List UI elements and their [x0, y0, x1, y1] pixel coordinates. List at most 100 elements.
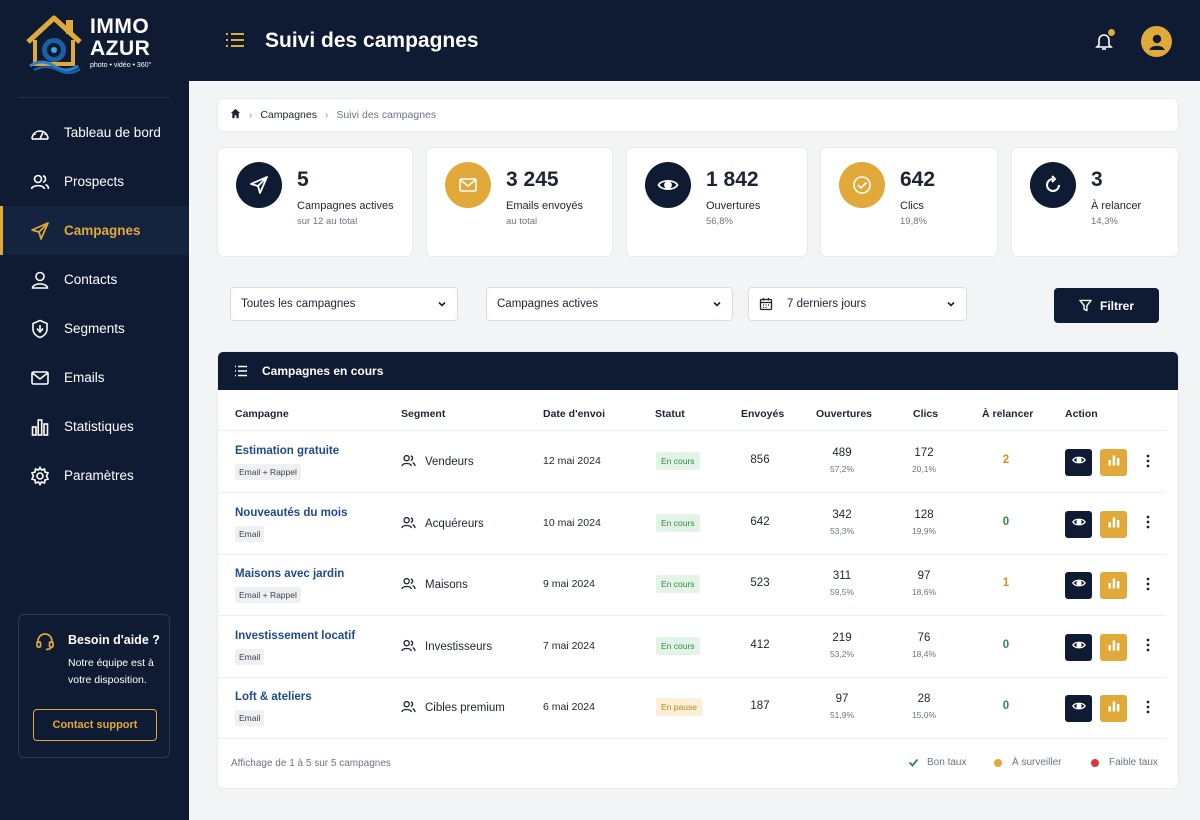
legend-dot	[1091, 758, 1099, 767]
segment-cell: Maisons	[401, 577, 468, 593]
campaign-type-tag: Email	[235, 525, 265, 542]
users-icon	[401, 577, 425, 593]
more-vertical-icon	[1146, 700, 1150, 719]
campaign-type-tag: Email + Rappel	[235, 587, 301, 603]
more-options-button[interactable]	[1141, 514, 1155, 536]
view-button[interactable]	[1065, 695, 1092, 722]
sidebar-nav: Tableau de bord Prospects Campagnes Cont…	[0, 108, 189, 500]
column-header-segment[interactable]: Segment	[401, 408, 446, 420]
legend-label: Bon taux	[927, 757, 967, 768]
relance-count: 2	[1002, 454, 1010, 466]
view-button[interactable]	[1065, 510, 1092, 538]
stat-label: À relancer	[1091, 200, 1142, 212]
campaign-name-link[interactable]: Maisons avec jardin	[235, 568, 345, 580]
sidebar-item-contacts[interactable]: Contacts	[0, 255, 189, 304]
opens-count: 311	[832, 570, 852, 582]
more-vertical-icon	[1146, 577, 1150, 596]
sidebar: IMMO AZUR photo • vidéo • 360° Tableau d…	[0, 0, 189, 820]
help-box: Besoin d'aide ? Notre équipe est à votre…	[18, 614, 170, 758]
pagination-info: Affichage de 1 à 5 sur 5 campagnes	[231, 758, 391, 769]
filter-button[interactable]: Filtrer	[1054, 288, 1159, 323]
sidebar-item-segments[interactable]: Segments	[0, 304, 189, 353]
column-header-campagne[interactable]: Campagne	[235, 408, 289, 420]
sent-count: 856	[750, 454, 770, 466]
clicks-cell: 172 20,1%	[894, 447, 954, 474]
avatar[interactable]	[1141, 26, 1172, 57]
sidebar-item-label: Campagnes	[64, 223, 141, 238]
users-icon	[401, 454, 425, 470]
menu-list-icon[interactable]	[225, 32, 245, 53]
breadcrumb: › Campagnes › Suivi des campagnes	[217, 98, 1179, 132]
home-icon[interactable]	[230, 108, 241, 122]
sidebar-item-label: Segments	[64, 321, 125, 336]
breadcrumb-item-campagnes[interactable]: Campagnes	[260, 109, 317, 121]
sidebar-item-dashboard[interactable]: Tableau de bord	[0, 108, 189, 157]
sidebar-item-prospects[interactable]: Prospects	[0, 157, 189, 206]
view-button[interactable]	[1065, 572, 1092, 599]
more-options-button[interactable]	[1141, 452, 1155, 474]
column-header-action: Action	[1065, 408, 1098, 420]
more-options-button[interactable]	[1141, 637, 1155, 659]
opens-count: 219	[832, 631, 852, 644]
more-vertical-icon	[1146, 454, 1150, 473]
chevron-down-icon	[713, 301, 721, 307]
sidebar-item-parametres[interactable]: Paramètres	[0, 451, 189, 500]
sidebar-item-campagnes[interactable]: Campagnes	[0, 206, 189, 255]
bar-chart-icon	[1107, 453, 1121, 472]
contact-support-button[interactable]: Contact support	[33, 709, 157, 741]
more-options-button[interactable]	[1141, 698, 1155, 720]
sent-count: 412	[750, 638, 770, 651]
segment-cell: Investisseurs	[401, 639, 492, 655]
column-header-clics[interactable]: Clics	[913, 408, 939, 420]
period-select[interactable]: 7 derniers jours	[748, 287, 967, 321]
legend-watch: À surveiller	[994, 757, 1061, 768]
relance-count: 0	[1002, 700, 1010, 712]
bar-chart-icon	[30, 417, 50, 437]
opens-cell: 489 57,2%	[812, 447, 872, 474]
column-header-relancer[interactable]: À relancer	[982, 408, 1034, 420]
clicks-cell: 128 19,9%	[894, 509, 954, 536]
campaign-name-link[interactable]: Estimation gratuite	[235, 445, 340, 457]
send-date: 12 mai 2024	[543, 455, 601, 467]
sidebar-item-emails[interactable]: Emails	[0, 353, 189, 402]
column-header-ouvertures[interactable]: Ouvertures	[816, 408, 873, 420]
status-select[interactable]: Campagnes actives	[486, 287, 733, 321]
brand-name-line2: AZUR	[90, 37, 151, 60]
users-icon	[401, 700, 425, 716]
campaign-select[interactable]: Toutes les campagnes	[230, 287, 458, 321]
stat-value: 3	[1091, 168, 1103, 191]
campaign-name-link[interactable]: Nouveautés du mois	[235, 506, 348, 519]
relance-count: 1	[1002, 577, 1010, 589]
campaign-name-link[interactable]: Investissement locatif	[235, 629, 356, 642]
legend-label: Faible taux	[1109, 757, 1158, 768]
stat-label: Clics	[900, 200, 924, 212]
more-options-button[interactable]	[1141, 575, 1155, 597]
column-header-statut[interactable]: Statut	[655, 408, 685, 420]
view-button[interactable]	[1065, 449, 1092, 476]
stats-button[interactable]	[1100, 695, 1127, 722]
view-button[interactable]	[1065, 633, 1092, 661]
bell-icon[interactable]	[1094, 31, 1114, 56]
legend-label: À surveiller	[1012, 757, 1062, 768]
send-date: 7 mai 2024	[543, 639, 595, 652]
relance-count: 0	[1002, 515, 1010, 528]
logo[interactable]: IMMO AZUR photo • vidéo • 360°	[24, 12, 174, 78]
stat-card-clicks: 642 Clics 19,8%	[820, 147, 998, 257]
column-header-date[interactable]: Date d'envoi	[543, 408, 606, 420]
send-icon	[30, 221, 50, 241]
sidebar-item-label: Tableau de bord	[64, 125, 161, 140]
column-header-envoyes[interactable]: Envoyés	[741, 408, 785, 420]
stats-button[interactable]	[1100, 572, 1127, 599]
check-circle-icon	[839, 162, 885, 208]
segment-label: Cibles premium	[425, 702, 505, 714]
stats-button[interactable]	[1100, 633, 1127, 661]
calendar-icon	[759, 298, 773, 311]
table-title-bar: Campagnes en cours	[218, 352, 1178, 390]
notification-dot	[1108, 29, 1115, 36]
bar-chart-icon	[1107, 576, 1121, 595]
stats-button[interactable]	[1100, 449, 1127, 476]
stat-sub: sur 12 au total	[297, 216, 358, 227]
sidebar-item-statistiques[interactable]: Statistiques	[0, 402, 189, 451]
campaign-name-link[interactable]: Loft & ateliers	[235, 691, 312, 703]
stats-button[interactable]	[1100, 510, 1127, 538]
